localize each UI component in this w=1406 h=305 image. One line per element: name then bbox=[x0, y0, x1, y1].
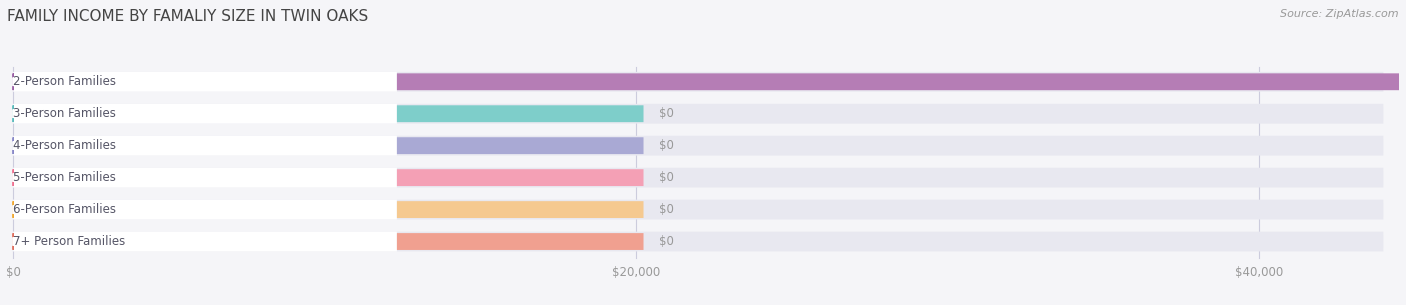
Text: $0: $0 bbox=[659, 235, 673, 248]
FancyBboxPatch shape bbox=[13, 168, 396, 188]
Text: $0: $0 bbox=[659, 107, 673, 120]
Text: 2-Person Families: 2-Person Families bbox=[13, 75, 117, 88]
FancyBboxPatch shape bbox=[13, 104, 396, 124]
FancyBboxPatch shape bbox=[13, 72, 396, 92]
FancyBboxPatch shape bbox=[13, 231, 1384, 251]
Text: $0: $0 bbox=[659, 171, 673, 184]
Text: 3-Person Families: 3-Person Families bbox=[13, 107, 117, 120]
FancyBboxPatch shape bbox=[13, 168, 1384, 188]
FancyBboxPatch shape bbox=[13, 231, 396, 251]
Text: FAMILY INCOME BY FAMALIY SIZE IN TWIN OAKS: FAMILY INCOME BY FAMALIY SIZE IN TWIN OA… bbox=[7, 9, 368, 24]
Text: $0: $0 bbox=[659, 139, 673, 152]
Text: 5-Person Families: 5-Person Families bbox=[13, 171, 117, 184]
FancyBboxPatch shape bbox=[396, 201, 644, 218]
Text: Source: ZipAtlas.com: Source: ZipAtlas.com bbox=[1281, 9, 1399, 19]
FancyBboxPatch shape bbox=[396, 73, 1406, 90]
FancyBboxPatch shape bbox=[13, 136, 396, 156]
FancyBboxPatch shape bbox=[13, 200, 396, 220]
FancyBboxPatch shape bbox=[396, 169, 644, 186]
Text: $0: $0 bbox=[659, 203, 673, 216]
FancyBboxPatch shape bbox=[13, 72, 1384, 92]
Text: 7+ Person Families: 7+ Person Families bbox=[13, 235, 125, 248]
FancyBboxPatch shape bbox=[396, 105, 644, 122]
FancyBboxPatch shape bbox=[396, 137, 644, 154]
FancyBboxPatch shape bbox=[396, 233, 644, 250]
Text: 4-Person Families: 4-Person Families bbox=[13, 139, 117, 152]
Text: 6-Person Families: 6-Person Families bbox=[13, 203, 117, 216]
FancyBboxPatch shape bbox=[13, 104, 1384, 124]
FancyBboxPatch shape bbox=[13, 136, 1384, 156]
FancyBboxPatch shape bbox=[13, 200, 1384, 220]
